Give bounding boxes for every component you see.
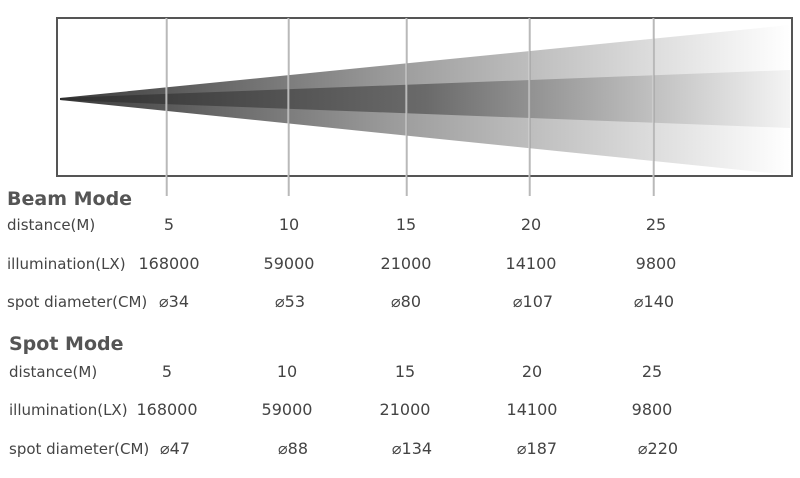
diameter-icon: ⌀ bbox=[278, 439, 288, 458]
table-cell: 14100 bbox=[505, 254, 557, 273]
beam-diagram bbox=[56, 17, 793, 196]
table-cell: 9800 bbox=[631, 400, 673, 419]
table-cell: ⌀53 bbox=[275, 292, 305, 311]
table-cell: ⌀47 bbox=[160, 439, 190, 458]
table-cell: ⌀134 bbox=[392, 439, 432, 458]
table-cell: 20 bbox=[520, 215, 542, 234]
table-cell: 15 bbox=[395, 215, 417, 234]
table-cell: ⌀140 bbox=[634, 292, 674, 311]
diameter-icon: ⌀ bbox=[391, 292, 401, 311]
table-cell: 14100 bbox=[506, 400, 558, 419]
table-cell: ⌀107 bbox=[513, 292, 553, 311]
spot-mode-title: Spot Mode bbox=[9, 333, 124, 355]
diameter-icon: ⌀ bbox=[391, 439, 402, 458]
diameter-value: 88 bbox=[287, 439, 308, 458]
table-cell: 20 bbox=[521, 362, 543, 381]
table-cell: 10 bbox=[278, 215, 300, 234]
diameter-icon: ⌀ bbox=[160, 439, 170, 458]
table-cell: 9800 bbox=[635, 254, 677, 273]
inner-beam-cone bbox=[60, 70, 790, 128]
diameter-icon: ⌀ bbox=[516, 439, 527, 458]
row-label: distance(M) bbox=[9, 363, 98, 381]
table-cell: 59000 bbox=[261, 400, 313, 419]
row-label: spot diameter(CM) bbox=[7, 293, 148, 311]
diameter-value: 34 bbox=[168, 292, 189, 311]
table-cell: 5 bbox=[161, 362, 173, 381]
table-cell: 25 bbox=[641, 362, 663, 381]
row-label: illumination(LX) bbox=[9, 401, 128, 419]
table-cell: 25 bbox=[645, 215, 667, 234]
row-label: illumination(LX) bbox=[7, 255, 126, 273]
row-label: spot diameter(CM) bbox=[9, 440, 150, 458]
diameter-icon: ⌀ bbox=[159, 292, 169, 311]
table-cell: 21000 bbox=[380, 254, 432, 273]
table-cell: 21000 bbox=[379, 400, 431, 419]
diameter-icon: ⌀ bbox=[275, 292, 285, 311]
diameter-value: 107 bbox=[522, 292, 554, 311]
table-cell: 168000 bbox=[136, 400, 198, 419]
distance-markers bbox=[165, 18, 655, 196]
diameter-value: 53 bbox=[284, 292, 305, 311]
diameter-value: 47 bbox=[169, 439, 190, 458]
table-cell: 5 bbox=[163, 215, 175, 234]
table-cell: 10 bbox=[276, 362, 298, 381]
table-cell: 59000 bbox=[263, 254, 315, 273]
table-cell: ⌀187 bbox=[517, 439, 557, 458]
table-cell: ⌀80 bbox=[391, 292, 421, 311]
diameter-value: 187 bbox=[526, 439, 558, 458]
diameter-icon: ⌀ bbox=[637, 439, 648, 458]
table-cell: ⌀34 bbox=[159, 292, 189, 311]
diameter-value: 220 bbox=[647, 439, 679, 458]
diameter-value: 134 bbox=[401, 439, 433, 458]
row-label: distance(M) bbox=[7, 216, 96, 234]
beam-mode-title: Beam Mode bbox=[7, 188, 133, 210]
diameter-icon: ⌀ bbox=[512, 292, 523, 311]
table-cell: 15 bbox=[394, 362, 416, 381]
table-cell: 168000 bbox=[138, 254, 200, 273]
diameter-value: 80 bbox=[400, 292, 421, 311]
table-cell: ⌀220 bbox=[638, 439, 678, 458]
table-cell: ⌀88 bbox=[278, 439, 308, 458]
diameter-value: 140 bbox=[643, 292, 675, 311]
diameter-icon: ⌀ bbox=[633, 292, 644, 311]
